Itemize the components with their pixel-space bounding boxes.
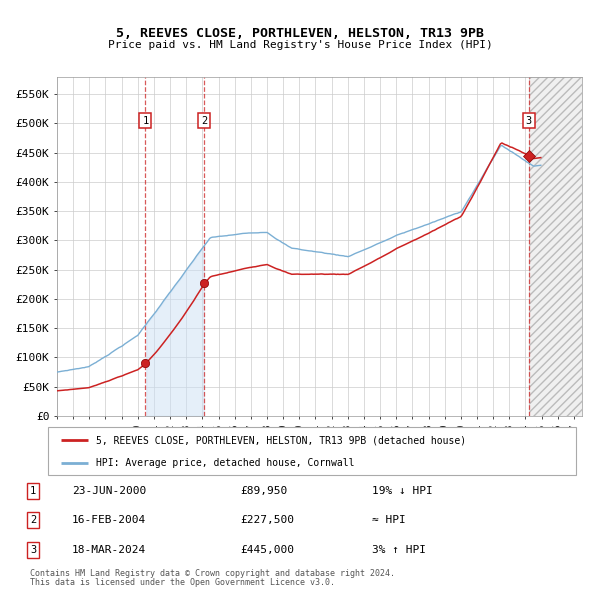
- Text: £445,000: £445,000: [240, 545, 294, 555]
- Text: £227,500: £227,500: [240, 516, 294, 525]
- Text: Price paid vs. HM Land Registry's House Price Index (HPI): Price paid vs. HM Land Registry's House …: [107, 40, 493, 50]
- Text: 1: 1: [30, 486, 36, 496]
- Text: 3% ↑ HPI: 3% ↑ HPI: [372, 545, 426, 555]
- Text: ≈ HPI: ≈ HPI: [372, 516, 406, 525]
- Text: 5, REEVES CLOSE, PORTHLEVEN, HELSTON, TR13 9PB: 5, REEVES CLOSE, PORTHLEVEN, HELSTON, TR…: [116, 27, 484, 40]
- Polygon shape: [529, 77, 582, 416]
- Text: 18-MAR-2024: 18-MAR-2024: [72, 545, 146, 555]
- Text: 19% ↓ HPI: 19% ↓ HPI: [372, 486, 433, 496]
- Text: 2: 2: [201, 116, 208, 126]
- FancyBboxPatch shape: [48, 427, 576, 475]
- Text: 3: 3: [526, 116, 532, 126]
- Text: 23-JUN-2000: 23-JUN-2000: [72, 486, 146, 496]
- Text: 3: 3: [30, 545, 36, 555]
- Text: 1: 1: [142, 116, 148, 126]
- Text: 16-FEB-2004: 16-FEB-2004: [72, 516, 146, 525]
- Text: £89,950: £89,950: [240, 486, 287, 496]
- Text: Contains HM Land Registry data © Crown copyright and database right 2024.: Contains HM Land Registry data © Crown c…: [30, 569, 395, 578]
- Text: 2: 2: [30, 516, 36, 525]
- Text: This data is licensed under the Open Government Licence v3.0.: This data is licensed under the Open Gov…: [30, 578, 335, 587]
- Text: HPI: Average price, detached house, Cornwall: HPI: Average price, detached house, Corn…: [95, 458, 354, 468]
- Text: 5, REEVES CLOSE, PORTHLEVEN, HELSTON, TR13 9PB (detached house): 5, REEVES CLOSE, PORTHLEVEN, HELSTON, TR…: [95, 435, 466, 445]
